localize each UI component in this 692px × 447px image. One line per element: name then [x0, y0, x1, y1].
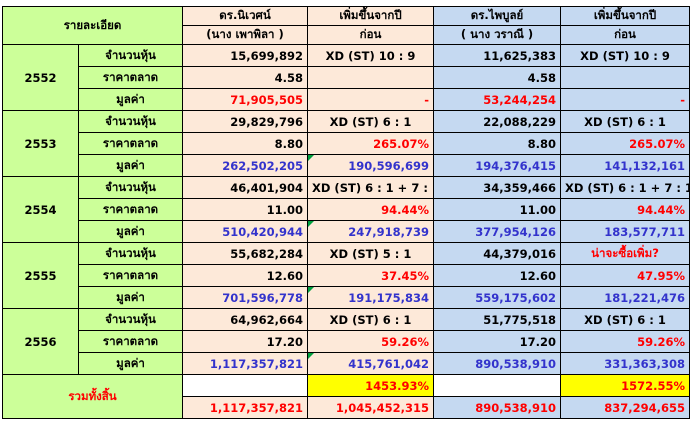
total-value[interactable]: 1,117,357,821	[182, 396, 309, 419]
cell[interactable]: 11.00	[182, 198, 309, 221]
row-label-price[interactable]: ราคาตลาด	[77, 198, 184, 221]
cell[interactable]: XD (ST) 6 : 1	[560, 110, 691, 133]
cell[interactable]: 262,502,205	[182, 154, 309, 177]
row-label-value[interactable]: มูลค่า	[77, 220, 184, 243]
cell[interactable]: 11.00	[433, 198, 562, 221]
cell[interactable]: 510,420,944	[182, 220, 309, 243]
cell[interactable]: 64,962,664	[182, 308, 309, 331]
year-cell[interactable]: 2555	[2, 242, 79, 309]
row-label-price[interactable]: ราคาตลาด	[77, 132, 184, 155]
total-value[interactable]: 1,045,452,315	[307, 396, 435, 419]
row-label-shares[interactable]: จำนวนหุ้น	[77, 44, 184, 67]
cell-empty[interactable]	[433, 374, 562, 397]
cell-empty[interactable]	[182, 374, 309, 397]
row-label-value[interactable]: มูลค่า	[77, 88, 184, 111]
row-label-value[interactable]: มูลค่า	[77, 286, 184, 309]
cell[interactable]: 141,132,161	[560, 154, 691, 177]
cell[interactable]: 377,954,126	[433, 220, 562, 243]
cell[interactable]: 59.26%	[307, 330, 435, 353]
cell[interactable]: 94.44%	[307, 198, 435, 221]
year-cell[interactable]: 2554	[2, 176, 79, 243]
cell[interactable]: 47.95%	[560, 264, 691, 287]
cell[interactable]: 183,577,711	[560, 220, 691, 243]
cell[interactable]: 331,363,308	[560, 352, 691, 375]
cell[interactable]: XD (ST) 10 : 9	[307, 44, 435, 67]
cell[interactable]: -	[560, 88, 691, 111]
cell[interactable]: 247,918,739	[307, 220, 435, 243]
cell[interactable]: 191,175,834	[307, 286, 435, 309]
cell[interactable]: -	[307, 88, 435, 111]
cell[interactable]: 415,761,042	[307, 352, 435, 375]
cell[interactable]	[307, 66, 435, 89]
header-niwes-increase[interactable]: เพิ่มขึ้นจากปี	[307, 6, 435, 26]
cell[interactable]: 701,596,778	[182, 286, 309, 309]
cell[interactable]: XD (ST) 6 : 1 + 7 : 1	[560, 176, 691, 199]
row-label-value[interactable]: มูลค่า	[77, 352, 184, 375]
cell[interactable]: 29,829,796	[182, 110, 309, 133]
total-label[interactable]: รวมทั้งสิ้น	[1, 374, 184, 419]
cell[interactable]: XD (ST) 6 : 1 + 7 : 1	[307, 176, 435, 199]
cell[interactable]: XD (ST) 6 : 1	[307, 110, 435, 133]
header-niwes-name[interactable]: ดร.นิเวศน์	[182, 6, 309, 26]
year-cell[interactable]: 2556	[2, 308, 79, 375]
cell[interactable]: 59.26%	[560, 330, 691, 353]
cell[interactable]: 53,244,254	[433, 88, 562, 111]
header-paiboon-increase[interactable]: เพิ่มขึ้นจากปี	[560, 6, 691, 26]
stock-comparison-table: รายละเอียด ดร.นิเวศน์ เพิ่มขึ้นจากปี ดร.…	[1, 6, 691, 419]
cell[interactable]: XD (ST) 6 : 1	[560, 308, 691, 331]
cell[interactable]: 51,775,518	[433, 308, 562, 331]
cell[interactable]: 37.45%	[307, 264, 435, 287]
cell[interactable]: 12.60	[433, 264, 562, 287]
cell[interactable]: 181,221,476	[560, 286, 691, 309]
row-label-value[interactable]: มูลค่า	[77, 154, 184, 177]
cell[interactable]: 46,401,904	[182, 176, 309, 199]
header-detail[interactable]: รายละเอียด	[1, 6, 184, 45]
cell-note[interactable]: น่าจะซื้อเพิ่ม?	[560, 242, 691, 265]
cell[interactable]: XD (ST) 6 : 1	[307, 308, 435, 331]
cell[interactable]: XD (ST) 10 : 9	[560, 44, 691, 67]
year-cell[interactable]: 2553	[2, 110, 79, 177]
cell[interactable]: 265.07%	[560, 132, 691, 155]
cell[interactable]: 8.80	[433, 132, 562, 155]
header-paiboon-increase-sub[interactable]: ก่อน	[560, 25, 691, 45]
cell[interactable]: XD (ST) 5 : 1	[307, 242, 435, 265]
header-niwes-sub[interactable]: (นาง เพาพิลา )	[182, 25, 309, 45]
row-label-price[interactable]: ราคาตลาด	[77, 330, 184, 353]
row-label-price[interactable]: ราคาตลาด	[77, 264, 184, 287]
cell[interactable]: 194,376,415	[433, 154, 562, 177]
cell[interactable]: 17.20	[433, 330, 562, 353]
cell[interactable]: 8.80	[182, 132, 309, 155]
cell[interactable]: 4.58	[433, 66, 562, 89]
cell[interactable]: 71,905,505	[182, 88, 309, 111]
year-cell[interactable]: 2552	[2, 44, 79, 111]
row-label-price[interactable]: ราคาตลาด	[77, 66, 184, 89]
row-label-shares[interactable]: จำนวนหุ้น	[77, 242, 184, 265]
header-niwes-increase-sub[interactable]: ก่อน	[307, 25, 435, 45]
row-label-shares[interactable]: จำนวนหุ้น	[77, 176, 184, 199]
cell[interactable]	[560, 66, 691, 89]
cell[interactable]: 34,359,466	[433, 176, 562, 199]
cell[interactable]: 1,117,357,821	[182, 352, 309, 375]
cell[interactable]: 22,088,229	[433, 110, 562, 133]
total-value[interactable]: 890,538,910	[433, 396, 562, 419]
cell[interactable]: 17.20	[182, 330, 309, 353]
total-percent-paiboon[interactable]: 1572.55%	[560, 374, 691, 397]
cell[interactable]: 44,379,016	[433, 242, 562, 265]
cell[interactable]: 559,175,602	[433, 286, 562, 309]
cell[interactable]: 11,625,383	[433, 44, 562, 67]
cell[interactable]: 55,682,284	[182, 242, 309, 265]
cell[interactable]: 4.58	[182, 66, 309, 89]
header-paiboon-sub[interactable]: ( นาง วราณี )	[433, 25, 562, 45]
total-percent-niwes[interactable]: 1453.93%	[307, 374, 435, 397]
row-label-shares[interactable]: จำนวนหุ้น	[77, 308, 184, 331]
cell[interactable]: 890,538,910	[433, 352, 562, 375]
cell[interactable]: 12.60	[182, 264, 309, 287]
cell[interactable]: 94.44%	[560, 198, 691, 221]
total-value[interactable]: 837,294,655	[560, 396, 691, 419]
header-paiboon-name[interactable]: ดร.ไพบูลย์	[433, 6, 562, 26]
cell[interactable]: 265.07%	[307, 132, 435, 155]
row-label-shares[interactable]: จำนวนหุ้น	[77, 110, 184, 133]
cell[interactable]: 15,699,892	[182, 44, 309, 67]
cell[interactable]: 190,596,699	[307, 154, 435, 177]
